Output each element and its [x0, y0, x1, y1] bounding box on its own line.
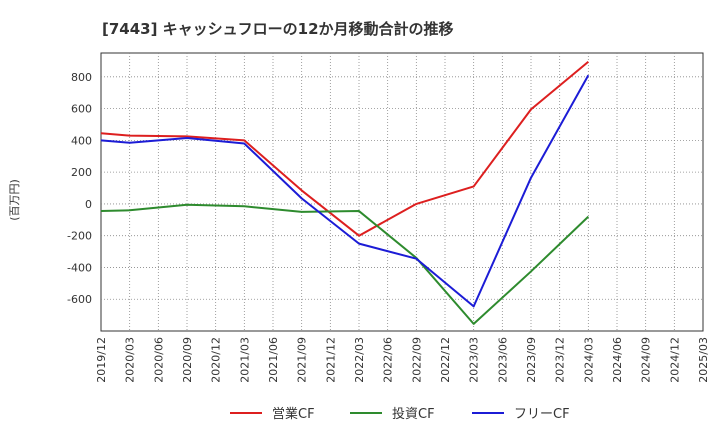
x-tick-label: 2022/03 — [353, 337, 366, 383]
x-tick-label: 2020/09 — [181, 337, 194, 383]
x-tick-label: 2022/12 — [439, 337, 452, 383]
x-tick-label: 2023/03 — [468, 337, 481, 383]
y-tick-label: -400 — [67, 261, 92, 274]
x-tick-label: 2024/03 — [582, 337, 595, 383]
series-layer — [100, 60, 590, 325]
x-tick-label: 2023/09 — [525, 337, 538, 383]
x-tick-label: 2024/12 — [668, 337, 681, 383]
x-tick-label: 2024/06 — [611, 337, 624, 383]
x-tick-label: 2022/09 — [410, 337, 423, 383]
x-tick-label: 2020/03 — [124, 337, 137, 383]
y-tick-label: 200 — [71, 166, 92, 179]
x-tick-label: 2021/06 — [267, 337, 280, 383]
legend-label-0: 営業CF — [272, 406, 315, 422]
grid-layer — [100, 52, 704, 332]
legend-label-1: 投資CF — [392, 406, 435, 422]
plot-frame — [100, 52, 704, 332]
y-tick-label: 0 — [85, 198, 92, 211]
x-tick-label: 2019/12 — [95, 337, 108, 383]
axis-layer: 800 600 400 200 0 -200 -400 -600 2019/12 2020/03 2… — [67, 71, 710, 383]
x-tick-label: 2023/06 — [496, 337, 509, 383]
x-tick-label: 2025/03 — [697, 337, 710, 383]
y-axis-label: (百万円) — [8, 179, 21, 221]
x-tick-label: 2021/03 — [238, 337, 251, 383]
series-line-1 — [100, 203, 590, 325]
x-tick-label: 2020/12 — [210, 337, 223, 383]
y-tick-label: -200 — [67, 230, 92, 243]
x-tick-label: 2024/09 — [640, 337, 653, 383]
x-tick-label: 2021/12 — [324, 337, 337, 383]
y-tick-label: 600 — [71, 103, 92, 116]
legend-label-2: フリーCF — [514, 407, 570, 422]
x-tick-label: 2020/06 — [152, 337, 165, 383]
x-tick-label: 2022/06 — [382, 337, 395, 383]
series-line-2 — [100, 74, 590, 308]
series-line-0 — [100, 60, 589, 237]
x-tick-label: 2023/12 — [554, 337, 567, 383]
chart-title: [7443] キャッシュフローの12か月移動合計の推移 — [102, 20, 454, 38]
x-tick-label: 2021/09 — [296, 337, 309, 383]
legend: 営業CF 投資CF フリーCF — [230, 406, 570, 422]
y-tick-label: 800 — [71, 71, 92, 84]
y-tick-label: -600 — [67, 293, 92, 306]
y-tick-label: 400 — [71, 134, 92, 147]
